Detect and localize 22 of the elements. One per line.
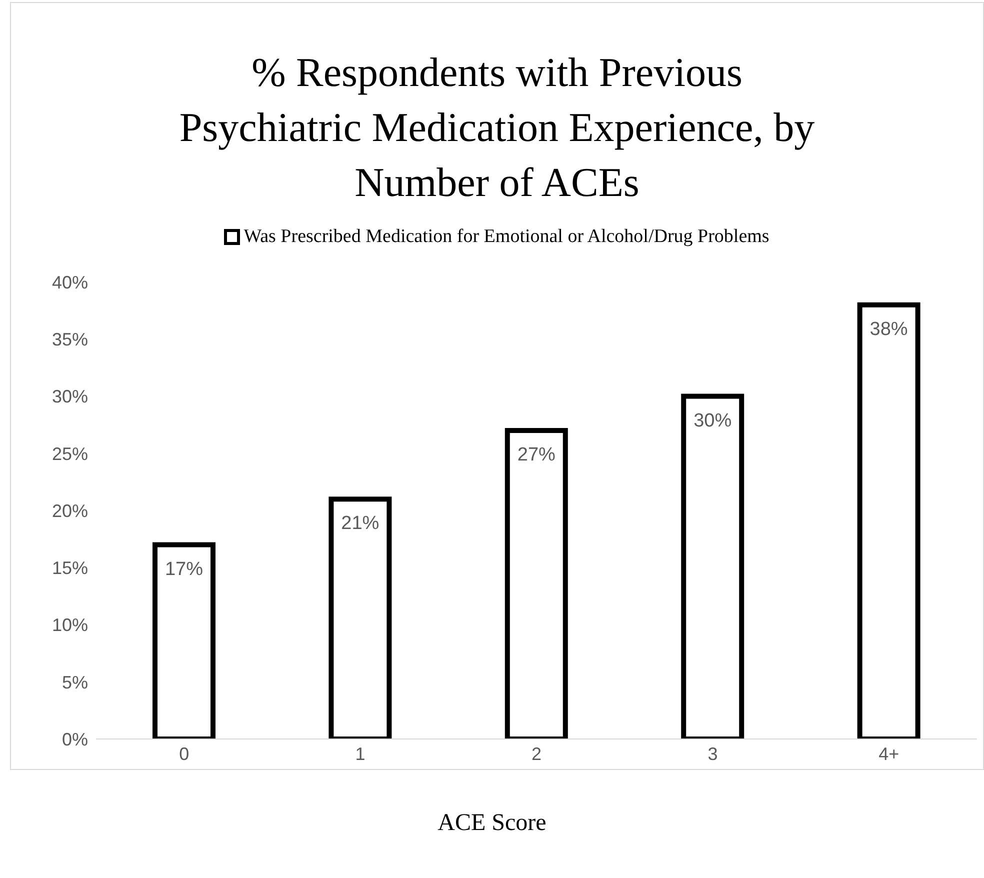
data-label: 21% — [341, 513, 380, 534]
x-axis-title: ACE Score — [436, 810, 548, 837]
y-tick-label: 10% — [52, 615, 88, 636]
y-tick-label: 25% — [52, 444, 88, 464]
y-tick-label: 30% — [52, 386, 88, 407]
chart-title: % Respondents with Previous Psychiatric Medication Experience, by Number of ACEs — [178, 48, 816, 207]
y-tick-label: 40% — [52, 272, 88, 292]
legend-label: Was Prescribed Medication for Emotional or Alcohol/Drug Problems — [244, 226, 770, 248]
y-tick-label: 0% — [62, 729, 88, 750]
x-tick-label: 1 — [355, 744, 366, 764]
x-tick-label: 3 — [708, 744, 718, 764]
y-tick-label: 35% — [52, 330, 88, 350]
x-tick-label: 2 — [531, 744, 542, 764]
data-label: 17% — [164, 558, 204, 580]
x-tick-label: 4+ — [878, 744, 900, 764]
data-label: 27% — [517, 444, 556, 466]
data-label: 38% — [870, 318, 908, 340]
y-tick-label: 15% — [52, 558, 88, 578]
x-tick-label: 0 — [179, 744, 190, 764]
y-tick-label: 5% — [62, 672, 88, 692]
data-label: 30% — [694, 410, 732, 432]
y-tick-label: 20% — [52, 500, 88, 521]
